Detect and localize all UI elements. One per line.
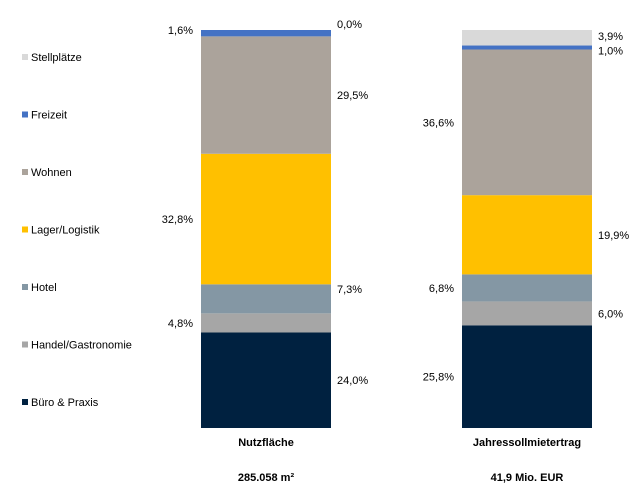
data-label-jahressollmietertrag-lager-logistik: 19,9% [598,230,629,242]
bar-segment-jahressollmietertrag-handel-gastronomie [462,301,592,326]
bar-segment-nutzfläche-handel-gastronomie [201,313,331,333]
category-labels: Nutzfläche 285.058 m² Jahressollmietertrag… [238,437,581,484]
legend: Stellplätze Freizeit Wohnen Lager/Logistik H… [22,52,132,409]
data-label-jahressollmietertrag-hotel: 6,8% [429,283,454,295]
bar-segment-nutzfläche-freizeit [201,30,331,37]
legend-label-wohnen: Wohnen [31,167,72,179]
data-labels: 24,0% 4,8% 7,3% 32,8% 29,5% 1,6% 0,0% 25,8% 6,0%… [162,19,630,387]
legend-swatch-handel-gastronomie [22,341,28,348]
bar-segment-nutzfläche-hotel [201,284,331,314]
legend-label-stellplätze: Stellplätze [31,52,82,64]
bar-segment-jahressollmietertrag-lager-logistik [462,195,592,275]
legend-label-freizeit: Freizeit [31,110,67,122]
bar-segment-nutzfläche-büro-praxis [201,332,331,428]
bar-segment-jahressollmietertrag-stellplätze [462,30,592,46]
legend-swatch-freizeit [22,111,28,118]
legend-label-handel-gastronomie: Handel/Gastronomie [31,340,132,352]
data-label-nutzfläche-büro-praxis: 24,0% [337,375,368,387]
data-label-nutzfläche-stellplätze: 0,0% [337,19,362,31]
data-label-jahressollmietertrag-büro-praxis: 25,8% [423,372,454,384]
bar-segment-nutzfläche-lager-logistik [201,153,331,285]
legend-label-hotel: Hotel [31,282,57,294]
category-total-nutzfläche: 285.058 m² [238,472,295,484]
legend-swatch-lager-logistik [22,226,28,233]
legend-swatch-büro-praxis [22,399,28,405]
bar-segment-jahressollmietertrag-hotel [462,274,592,302]
data-label-nutzfläche-handel-gastronomie: 4,8% [168,318,193,330]
bar-segment-jahressollmietertrag-freizeit [462,45,592,50]
category-label-jahressollmietertrag: Jahressollmietertrag [473,437,581,449]
data-label-jahressollmietertrag-handel-gastronomie: 6,0% [598,308,623,320]
category-label-nutzfläche: Nutzfläche [238,437,294,449]
data-label-nutzfläche-hotel: 7,3% [337,284,362,296]
category-total-jahressollmietertrag: 41,9 Mio. EUR [491,472,564,484]
bars [201,30,592,428]
legend-swatch-wohnen [22,169,28,175]
data-label-jahressollmietertrag-freizeit: 1,0% [598,46,623,58]
legend-label-büro-praxis: Büro & Praxis [31,397,99,409]
legend-label-lager-logistik: Lager/Logistik [31,225,100,237]
data-label-jahressollmietertrag-stellplätze: 3,9% [598,31,623,43]
data-label-jahressollmietertrag-wohnen: 36,6% [423,117,454,129]
data-label-nutzfläche-wohnen: 29,5% [337,90,368,102]
legend-swatch-hotel [22,284,28,290]
bar-segment-jahressollmietertrag-büro-praxis [462,325,592,428]
bar-segment-nutzfläche-wohnen [201,36,331,154]
bar-segment-jahressollmietertrag-wohnen [462,49,592,196]
data-label-nutzfläche-freizeit: 1,6% [168,25,193,37]
data-label-nutzfläche-lager-logistik: 32,8% [162,214,193,226]
legend-swatch-stellplätze [22,54,28,60]
